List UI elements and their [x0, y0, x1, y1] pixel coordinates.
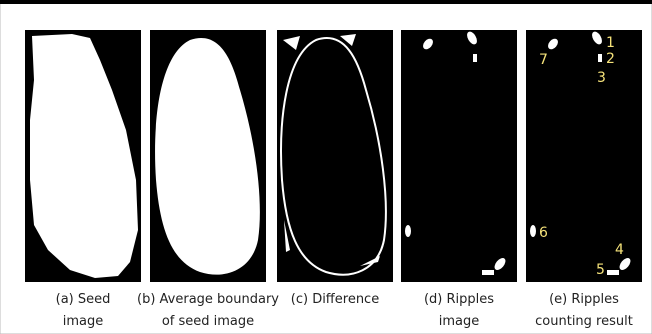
ripple-number: 3: [597, 70, 606, 86]
ripple-number: 5: [596, 262, 605, 278]
caption-line: (d) Ripples: [424, 292, 494, 307]
figure: 123 45 6 7 (a) Seed image (b) Average boundar…: [0, 0, 652, 334]
ripple-number: 6: [539, 225, 548, 241]
caption-line: (a) Seed: [56, 292, 111, 307]
ripple-number: 7: [539, 52, 548, 68]
ripple-number: 4: [615, 242, 624, 258]
panel-d: [401, 30, 517, 282]
caption-line: (c) Difference: [291, 292, 379, 307]
caption-line: counting result: [535, 314, 633, 329]
caption-line: image: [63, 314, 104, 329]
top-rule: [0, 0, 652, 4]
caption-line: (e) Ripples: [549, 292, 619, 307]
caption-line: of seed image: [162, 314, 254, 329]
ripple-number: 1: [606, 35, 615, 51]
caption-line: image: [439, 314, 480, 329]
caption-line: (b) Average boundary: [137, 292, 279, 307]
ripple-number: 2: [606, 51, 615, 67]
page: {"panels": [ {"caption": ["(a) Seed", "i…: [0, 0, 652, 334]
